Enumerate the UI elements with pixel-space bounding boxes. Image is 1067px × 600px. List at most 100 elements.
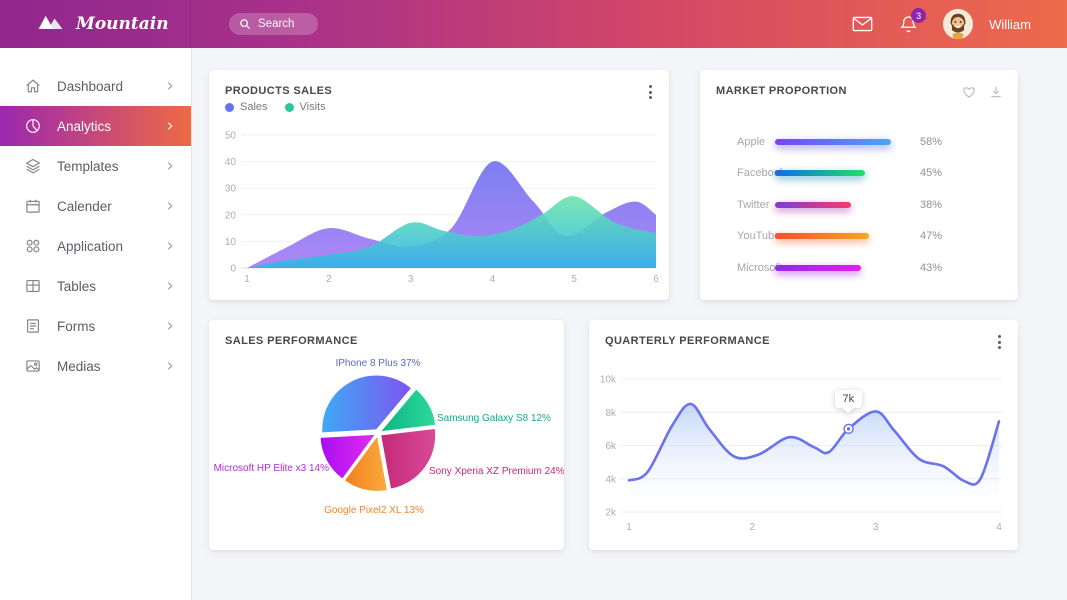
- sidebar-item-label: Forms: [57, 318, 96, 334]
- sidebar-item-dashboard[interactable]: Dashboard: [0, 66, 191, 106]
- market-percentage: 58%: [920, 135, 943, 148]
- pie-slice-3: [320, 434, 375, 479]
- user-avatar[interactable]: [943, 9, 974, 39]
- sales-performance-card: SALES PERFORMANCE Samsung Galaxy S8 12% S…: [209, 320, 564, 550]
- sidebar-item-label: Tables: [57, 278, 97, 294]
- quarterly-performance-title: QUARTERLY PERFORMANCE: [605, 335, 770, 347]
- svg-text:30: 30: [225, 184, 237, 195]
- svg-text:Google Pixel2 XL 13%: Google Pixel2 XL 13%: [324, 505, 424, 516]
- sidebar-item-label: Analytics: [57, 118, 112, 134]
- chart-tooltip: 7k: [834, 389, 863, 408]
- svg-text:4: 4: [996, 522, 1002, 533]
- sidebar-nav: Dashboard Analytics Templates Calender Appli…: [0, 48, 192, 600]
- sidebar-item-tables[interactable]: Tables: [0, 266, 191, 306]
- kebab-menu-icon[interactable]: [990, 332, 1008, 352]
- svg-text:6k: 6k: [605, 441, 617, 452]
- market-row-apple: Apple 58%: [700, 126, 1018, 158]
- pie-slice-4: [322, 375, 411, 433]
- products-sales-card: PRODUCTS SALES Sales Visits 0 10 20 30 40 50 1 2…: [209, 70, 669, 300]
- svg-text:Microsoft HP Elite x3 14%: Microsoft HP Elite x3 14%: [214, 463, 330, 474]
- mail-icon[interactable]: [851, 13, 873, 35]
- table-icon: [24, 277, 42, 295]
- svg-text:5: 5: [571, 274, 577, 285]
- main-content: PRODUCTS SALES Sales Visits 0 10 20 30 40 50 1 2…: [192, 48, 1067, 600]
- market-row-facebook: Facebook 45%: [700, 158, 1018, 190]
- sidebar-item-label: Calender: [57, 198, 112, 214]
- market-row-microsoft: Microsoft 43%: [700, 252, 1018, 284]
- legend-item-visits[interactable]: Visits: [284, 101, 326, 113]
- market-label: Twitter: [737, 198, 770, 211]
- pie-slice-0: [381, 389, 436, 432]
- apps-icon: [24, 237, 42, 255]
- market-label: Microsoft: [737, 261, 782, 274]
- sidebar-item-analytics[interactable]: Analytics: [0, 106, 191, 146]
- svg-text:Samsung Galaxy S8 12%: Samsung Galaxy S8 12%: [437, 413, 551, 424]
- sales-performance-pie-chart: Samsung Galaxy S8 12% Sony Xperia XZ Prem…: [214, 358, 564, 516]
- svg-text:3: 3: [873, 522, 879, 533]
- quarterly-performance-line-chart: 2k 4k 6k 8k 10k 1 2 3 4: [600, 375, 1002, 534]
- market-percentage: 47%: [920, 230, 943, 243]
- legend-dot: [225, 102, 234, 112]
- market-label: Facebook: [737, 167, 786, 180]
- chevron-right-icon: [163, 119, 177, 133]
- svg-text:10: 10: [225, 237, 237, 248]
- market-proportion-card: MARKET PROPORTION Apple 58% Facebook 45% Twi…: [700, 70, 1018, 300]
- svg-text:2: 2: [326, 274, 332, 285]
- pie-slice-2: [345, 436, 387, 491]
- chevron-right-icon: [163, 319, 177, 333]
- sidebar-item-label: Medias: [57, 358, 101, 374]
- top-header: Mountain Search 3: [0, 0, 1067, 48]
- sidebar-item-medias[interactable]: Medias: [0, 346, 191, 386]
- search-input[interactable]: Search: [229, 13, 318, 35]
- brand-name: Mountain: [76, 14, 169, 34]
- svg-text:1: 1: [626, 522, 632, 533]
- sidebar-item-forms[interactable]: Forms: [0, 306, 191, 346]
- svg-text:0: 0: [230, 264, 236, 275]
- sidebar-item-templates[interactable]: Templates: [0, 146, 191, 186]
- market-bar: [775, 264, 861, 271]
- legend-item-sales[interactable]: Sales: [225, 101, 268, 113]
- svg-text:8k: 8k: [605, 408, 617, 419]
- chevron-right-icon: [163, 359, 177, 373]
- svg-text:50: 50: [225, 131, 237, 142]
- market-label: Apple: [737, 135, 766, 148]
- pie-icon: [24, 117, 42, 135]
- sidebar-item-application[interactable]: Application: [0, 226, 191, 266]
- heart-icon[interactable]: [961, 84, 977, 100]
- sales-performance-title: SALES PERFORMANCE: [225, 335, 358, 347]
- brand-logo[interactable]: Mountain: [0, 0, 191, 48]
- svg-text:20: 20: [225, 210, 237, 221]
- sidebar-item-label: Dashboard: [57, 78, 124, 94]
- svg-text:4k: 4k: [605, 474, 617, 485]
- media-icon: [24, 357, 42, 375]
- search-placeholder: Search: [258, 18, 295, 30]
- market-bar: [775, 201, 851, 208]
- chart-legend: Sales Visits: [225, 101, 326, 113]
- legend-dot: [284, 102, 294, 112]
- notifications-bell-icon[interactable]: 3: [897, 8, 927, 35]
- products-sales-title: PRODUCTS SALES: [225, 85, 333, 97]
- market-percentage: 45%: [920, 167, 943, 180]
- download-icon[interactable]: [988, 84, 1004, 100]
- card-tools: [961, 84, 1004, 100]
- user-name[interactable]: William: [989, 16, 1031, 32]
- market-label: YouTube: [737, 230, 781, 243]
- header-actions: 3 William: [851, 0, 1031, 48]
- svg-text:10k: 10k: [600, 375, 617, 386]
- svg-text:2: 2: [750, 522, 756, 533]
- market-row-youtube: YouTube 47%: [700, 221, 1018, 253]
- market-bar: [775, 233, 869, 240]
- chevron-right-icon: [163, 79, 177, 93]
- chevron-right-icon: [163, 279, 177, 293]
- sidebar-item-label: Templates: [57, 158, 119, 174]
- sidebar-item-calender[interactable]: Calender: [0, 186, 191, 226]
- market-proportion-rows: Apple 58% Facebook 45% Twitter 38% YouTube 47% M…: [700, 126, 1018, 284]
- notification-badge: 3: [911, 8, 927, 23]
- search-icon: [239, 18, 251, 30]
- layers-icon: [24, 157, 42, 175]
- products-sales-area-chart: 0 10 20 30 40 50 1 2 3 4 5 6: [225, 131, 659, 286]
- kebab-menu-icon[interactable]: [641, 82, 659, 102]
- svg-text:Sony Xperia XZ Premium 24%: Sony Xperia XZ Premium 24%: [429, 466, 564, 477]
- svg-text:40: 40: [225, 157, 237, 168]
- chevron-right-icon: [163, 159, 177, 173]
